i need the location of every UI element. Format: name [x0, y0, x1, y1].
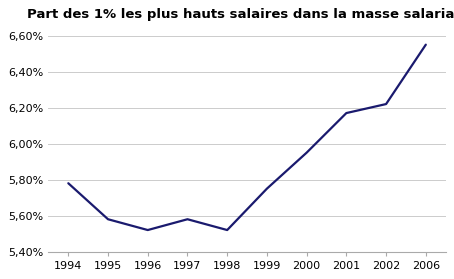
Title: Part des 1% les plus hauts salaires dans la masse salariale: Part des 1% les plus hauts salaires dans…	[26, 8, 454, 21]
